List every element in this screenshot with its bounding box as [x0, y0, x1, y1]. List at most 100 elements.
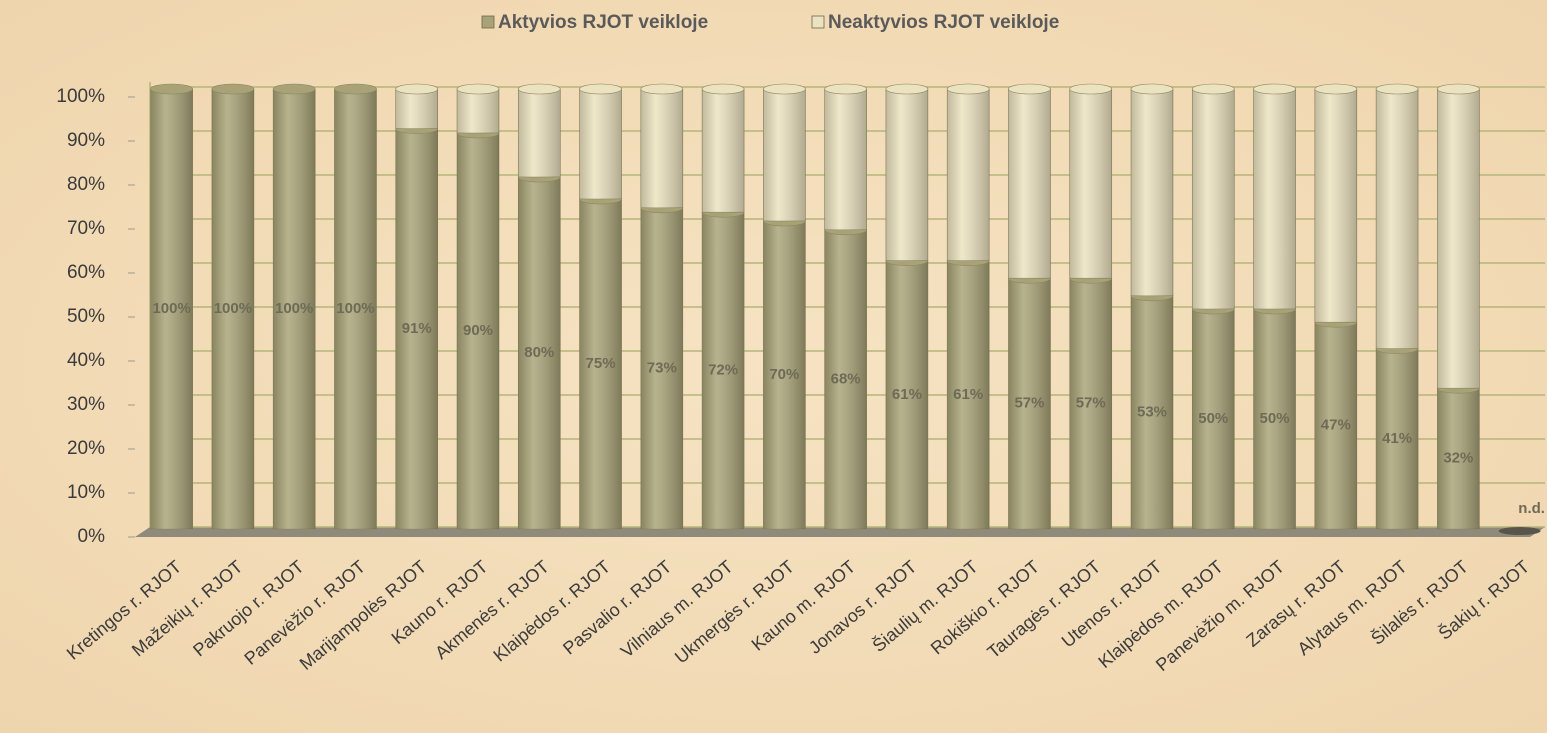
data-label: 75% [586, 355, 616, 372]
bar-shade [702, 212, 745, 529]
data-label: 61% [892, 386, 922, 403]
bar-cap [701, 83, 745, 95]
data-label: 68% [831, 370, 861, 387]
data-label: 100% [214, 300, 252, 317]
data-label: 50% [1260, 410, 1290, 427]
bar-shade [150, 89, 193, 529]
bar-shade [457, 89, 499, 133]
bar-shade [1437, 89, 1480, 389]
bar-cap [395, 83, 439, 95]
bar-cap [640, 83, 684, 95]
bar-shade [334, 89, 377, 529]
bar-shade [579, 89, 622, 199]
bar-shade [1131, 89, 1173, 296]
bar-cap [824, 83, 867, 95]
bar-shade [885, 89, 928, 261]
bar-shade [947, 260, 990, 529]
bar-cap [272, 83, 316, 95]
bar-shade [763, 221, 806, 529]
bar-shade [1008, 89, 1051, 279]
bar-cap [946, 83, 990, 95]
legend-swatch [481, 15, 495, 29]
legend-label: Neaktyvios RJOT veikloje [828, 12, 1059, 33]
y-tick-label: 10% [67, 482, 105, 503]
bar-shade [1376, 348, 1419, 529]
floor [135, 527, 1545, 537]
y-tick-label: 60% [67, 262, 105, 283]
bar-shade [1437, 388, 1480, 529]
data-label: 41% [1382, 430, 1412, 447]
data-label: n.d. [1518, 500, 1545, 517]
data-label: 57% [1076, 395, 1106, 412]
data-label: 47% [1321, 417, 1351, 434]
y-tick-label: 20% [67, 438, 105, 459]
bar-cap [211, 83, 255, 95]
data-label: 50% [1198, 410, 1228, 427]
bar-cap [1069, 83, 1113, 95]
bar-shade [273, 89, 316, 529]
bar-shade [395, 128, 438, 529]
legend-swatch [811, 15, 825, 29]
y-tick-label: 70% [67, 218, 105, 239]
empty-bar [1498, 527, 1541, 535]
bar-cap [1375, 83, 1419, 95]
y-tick-label: 0% [78, 526, 106, 547]
bar-cap [517, 83, 561, 95]
bar-shade [1008, 278, 1051, 529]
data-label: 61% [953, 386, 983, 403]
bar-shade [1069, 89, 1112, 279]
bar-shade [457, 133, 499, 529]
y-tick-label: 90% [67, 130, 105, 151]
bar-shade [1192, 89, 1235, 309]
bar-shade [1192, 309, 1235, 529]
bar-shade [702, 89, 745, 213]
data-label: 32% [1443, 450, 1473, 467]
bar-cap [1314, 83, 1358, 95]
data-label: 70% [769, 366, 799, 383]
bar-shade [824, 229, 867, 530]
bar-shade [1376, 89, 1419, 349]
bar-cap [334, 83, 377, 95]
bar-shade [1314, 89, 1357, 323]
y-tick-label: 30% [67, 394, 105, 415]
bar-cap [885, 83, 929, 95]
bar-cap [763, 83, 806, 95]
bar-shade [947, 89, 990, 261]
data-label: 53% [1137, 403, 1167, 420]
bar-shade [211, 89, 254, 529]
y-tick-label: 40% [67, 350, 105, 371]
bar-shade [579, 199, 622, 529]
bar-cap [150, 83, 193, 95]
bar-cap [456, 83, 500, 95]
bar-shade [763, 89, 806, 221]
data-label: 100% [336, 300, 374, 317]
legend-label: Aktyvios RJOT veikloje [498, 12, 708, 33]
bar-shade [1131, 295, 1173, 529]
data-label: 57% [1014, 395, 1044, 412]
bar-cap [1008, 83, 1051, 95]
bar-shade [395, 89, 438, 129]
bar-shade [1253, 309, 1296, 529]
data-label: 91% [402, 320, 432, 337]
bar-shade [640, 207, 683, 530]
data-label: 90% [463, 322, 493, 339]
data-label: 72% [708, 362, 738, 379]
bar-cap [1130, 83, 1174, 95]
bar-cap [1191, 83, 1235, 95]
bar-shade [518, 177, 561, 529]
y-tick-label: 100% [56, 86, 105, 107]
data-label: 100% [152, 300, 190, 317]
y-tick-label: 50% [67, 306, 105, 327]
bar-cap [1437, 83, 1480, 95]
bar-shade [518, 89, 561, 177]
bar-shade [1069, 278, 1112, 529]
data-label: 100% [275, 300, 313, 317]
bar-shade [885, 260, 928, 529]
bar-shade [640, 89, 683, 208]
bar-shade [1314, 322, 1357, 529]
bar-shade [824, 89, 867, 230]
data-label: 80% [524, 344, 554, 361]
data-label: 73% [647, 359, 677, 376]
